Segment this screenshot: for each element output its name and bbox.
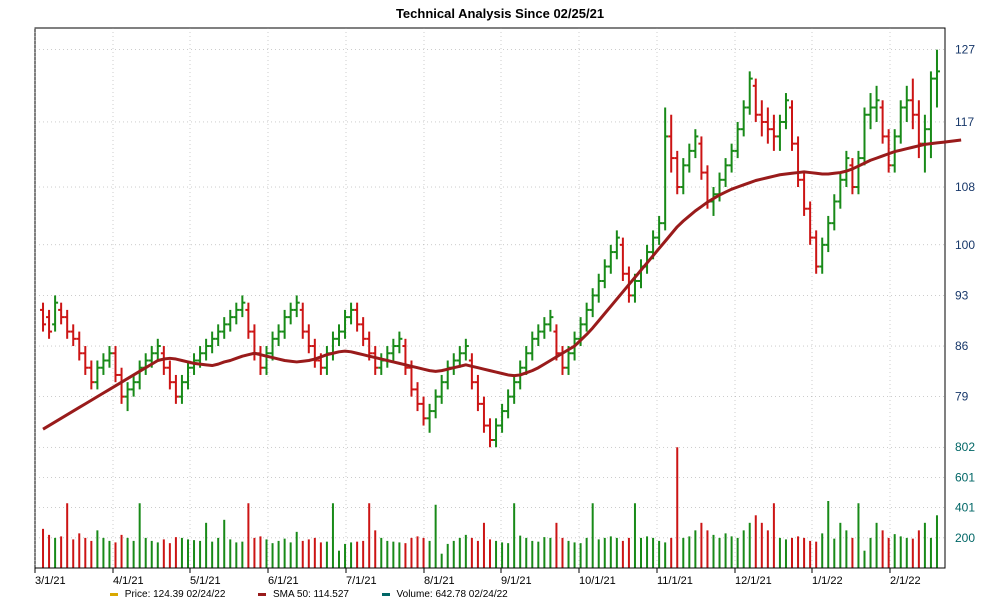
svg-text:10/1/21: 10/1/21: [579, 575, 616, 587]
svg-text:9/1/21: 9/1/21: [501, 575, 532, 587]
svg-text:200: 200: [955, 531, 975, 545]
svg-text:93: 93: [955, 288, 969, 302]
svg-text:86: 86: [955, 339, 969, 353]
svg-text:5/1/21: 5/1/21: [190, 575, 221, 587]
svg-text:802: 802: [955, 440, 975, 454]
svg-text:12/1/21: 12/1/21: [735, 575, 772, 587]
svg-text:8/1/21: 8/1/21: [424, 575, 455, 587]
svg-text:79: 79: [955, 390, 969, 404]
svg-text:2/1/22: 2/1/22: [890, 575, 921, 587]
svg-text:6/1/21: 6/1/21: [268, 575, 299, 587]
legend-label-sma: SMA 50: 114.527: [273, 589, 349, 600]
price-volume-chart: 79 86 93 100 108 117 127 3/1/21 4/1/21 5/1/21 6/1/…: [0, 0, 1000, 600]
legend-swatch-sma: [258, 593, 266, 596]
svg-text:11/1/21: 11/1/21: [657, 575, 693, 587]
svg-text:117: 117: [955, 115, 974, 129]
legend-swatch-volume: [382, 593, 390, 596]
legend-sma: SMA 50: 114.527: [258, 589, 349, 600]
svg-text:4/1/21: 4/1/21: [113, 575, 144, 587]
svg-text:401: 401: [955, 501, 975, 515]
svg-text:108: 108: [955, 180, 975, 194]
svg-text:3/1/21: 3/1/21: [35, 575, 66, 587]
svg-text:601: 601: [955, 470, 975, 484]
svg-text:1/1/22: 1/1/22: [812, 575, 843, 587]
legend-price: Price: 124.39 02/24/22: [110, 589, 225, 600]
legend-swatch-price: [110, 593, 118, 596]
svg-text:7/1/21: 7/1/21: [346, 575, 377, 587]
legend-volume: Volume: 642.78 02/24/22: [382, 589, 508, 600]
chart-container: Technical Analysis Since 02/25/21 798693…: [0, 0, 1000, 600]
svg-text:127: 127: [955, 43, 975, 57]
svg-text:100: 100: [955, 238, 975, 252]
legend-label-volume: Volume: 642.78 02/24/22: [397, 589, 508, 600]
legend: Price: 124.39 02/24/22 SMA 50: 114.527 V…: [110, 589, 538, 600]
legend-label-price: Price: 124.39 02/24/22: [125, 589, 226, 600]
